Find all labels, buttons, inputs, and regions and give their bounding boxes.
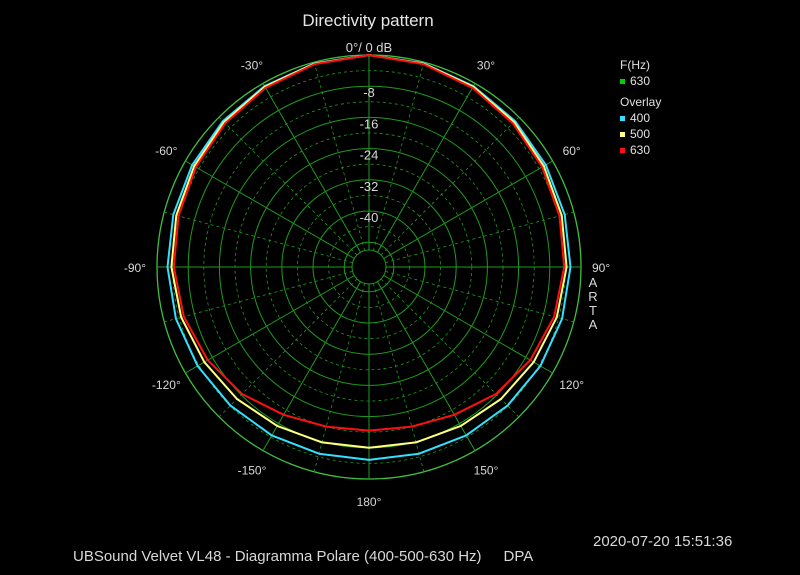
arta-letter: A xyxy=(588,317,598,332)
legend-overlay-label: 500 xyxy=(630,127,651,141)
legend-overlay-item: 500 xyxy=(620,126,661,142)
angle-tick-label: -30° xyxy=(241,58,263,72)
legend-overlay-label: 630 xyxy=(630,143,651,157)
grid-spoke-minor xyxy=(385,271,574,323)
legend-swatch xyxy=(620,131,625,137)
grid-circle-inner xyxy=(351,249,387,285)
grid-spoke-minor xyxy=(164,271,353,323)
angle-tick-label: 120° xyxy=(559,378,584,392)
series-line-400 xyxy=(166,54,572,461)
legend-overlay-item: 400 xyxy=(620,110,661,126)
radial-tick-label: -16 xyxy=(360,116,379,131)
legend: F(Hz) 630 Overlay 400 500 630 xyxy=(620,57,661,158)
angle-tick-label: 180° xyxy=(357,495,382,509)
chart-title: Directivity pattern xyxy=(302,11,434,30)
legend-freq-header: F(Hz) xyxy=(620,58,650,72)
legend-overlay-item: 630 xyxy=(620,142,661,158)
angle-tick-label: 60° xyxy=(563,144,581,158)
series-line-630 xyxy=(172,54,566,432)
grid-spoke-major xyxy=(185,275,355,374)
grid-spoke-minor xyxy=(164,211,353,263)
grid-spoke-minor xyxy=(218,116,358,256)
angle-tick-label: 90° xyxy=(592,261,610,275)
arta-letter: R xyxy=(588,289,598,304)
radial-tick-label: -8 xyxy=(363,85,375,100)
arta-letter: A xyxy=(588,275,598,290)
radial-tick-label: 0°/ 0 dB xyxy=(346,40,392,55)
series-line-500 xyxy=(170,54,568,449)
angle-tick-label: 30° xyxy=(477,58,495,72)
legend-freq-value: 630 xyxy=(630,74,651,88)
grid-spoke-minor xyxy=(373,62,425,251)
grid-spoke-major xyxy=(262,281,361,451)
legend-swatch xyxy=(620,78,625,84)
footer-caption-text: UBSound Velvet VL48 - Diagramma Polare (… xyxy=(73,548,482,565)
footer-caption: UBSound Velvet VL48 - Diagramma Polare (… xyxy=(73,548,533,565)
grid-spoke-minor xyxy=(313,62,365,251)
legend-swatch xyxy=(620,147,625,153)
angle-tick-label: -90° xyxy=(124,261,146,275)
arta-letter: T xyxy=(589,303,597,318)
radial-tick-label: -32 xyxy=(360,179,379,194)
radial-tick-label: -40 xyxy=(360,210,379,225)
grid-spoke-major xyxy=(185,160,355,259)
footer-tag: DPA xyxy=(503,548,534,565)
legend-swatch xyxy=(620,115,625,121)
angle-tick-label: -150° xyxy=(238,464,267,478)
legend-freq-item: 630 xyxy=(620,73,661,89)
grid-spoke-minor xyxy=(380,116,520,256)
legend-overlay-label: 400 xyxy=(630,111,651,125)
grid-spoke-major xyxy=(377,281,476,451)
grid-spoke-major xyxy=(383,160,553,259)
arta-vertical-label: A R T A xyxy=(586,276,600,332)
radial-tick-label: -24 xyxy=(360,148,379,163)
timestamp: 2020-07-20 15:51:36 xyxy=(593,533,733,550)
grid-spoke-major xyxy=(262,83,361,253)
grid-spoke-major xyxy=(383,275,553,374)
angle-tick-label: 150° xyxy=(474,464,499,478)
grid-spoke-minor xyxy=(385,211,574,263)
angle-tick-label: -120° xyxy=(152,378,181,392)
legend-overlay-header: Overlay xyxy=(620,95,662,109)
grid-spoke-major xyxy=(377,83,476,253)
angle-tick-label: -60° xyxy=(155,144,177,158)
grid-spoke-minor xyxy=(373,283,425,472)
grid-spoke-minor xyxy=(313,283,365,472)
